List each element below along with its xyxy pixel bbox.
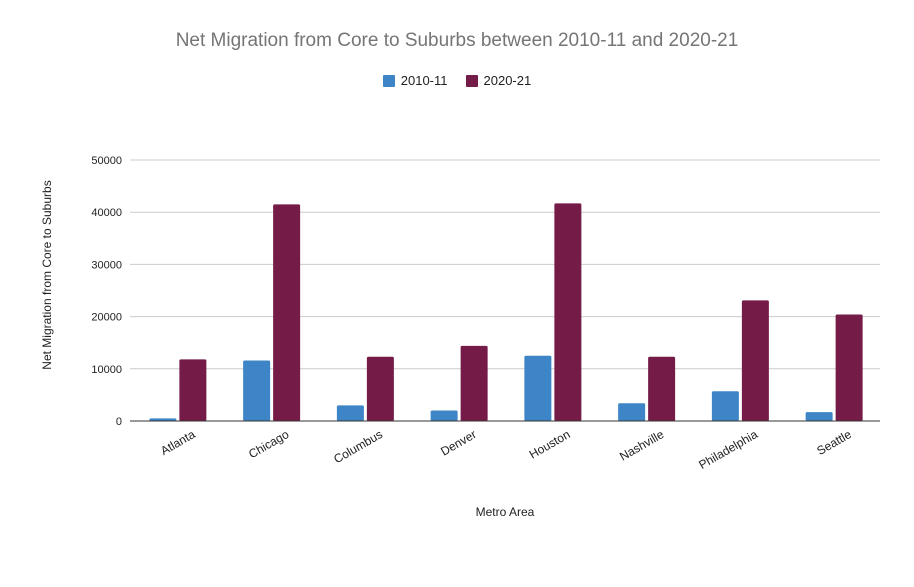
bar-2010-11-atlanta <box>149 418 177 421</box>
chart-title: Net Migration from Core to Suburbs betwe… <box>175 30 739 51</box>
bar-2010-11-chicago <box>243 360 271 421</box>
bar-2020-21-nashville <box>648 356 676 421</box>
y-tick-label: 10000 <box>91 364 122 376</box>
legend-swatch <box>382 74 395 87</box>
bar-2010-11-columbus <box>336 405 364 421</box>
x-tick-label: Columbus <box>331 427 385 466</box>
x-tick-label: Atlanta <box>158 427 198 458</box>
bar-2020-21-houston <box>554 203 582 421</box>
x-tick-label: Chicago <box>246 427 291 461</box>
bar-2020-21-philadelphia <box>741 300 769 421</box>
legend: 2010-11 2020-21 <box>0 73 914 88</box>
bar-2010-11-philadelphia <box>711 391 739 421</box>
bar-2010-11-houston <box>524 355 552 421</box>
y-tick-label: 20000 <box>91 312 122 324</box>
bar-2020-21-atlanta <box>179 359 207 421</box>
x-axis-label: Metro Area <box>475 505 535 519</box>
legend-item-2010-11: 2010-11 <box>382 73 448 88</box>
legend-item-2020-21: 2020-21 <box>465 73 532 88</box>
bar-2020-21-denver <box>460 345 488 421</box>
y-tick-label: 0 <box>116 416 122 428</box>
bar-2010-11-nashville <box>618 403 646 421</box>
bar-2010-11-denver <box>430 410 458 421</box>
bar-2020-21-seattle <box>835 314 863 421</box>
y-tick-label: 40000 <box>91 207 122 219</box>
x-tick-label: Philadelphia <box>696 427 760 472</box>
legend-label: 2020-21 <box>483 73 532 88</box>
bar-2020-21-chicago <box>273 204 301 421</box>
x-tick-label: Nashville <box>617 427 666 464</box>
legend-label: 2010-11 <box>400 73 448 88</box>
bar-2010-11-seattle <box>805 412 833 421</box>
y-tick-label: 30000 <box>91 259 122 271</box>
x-tick-label: Denver <box>438 427 479 458</box>
y-axis-label: Net Migration from Core to Suburbs <box>40 180 54 370</box>
legend-swatch <box>465 74 478 87</box>
y-tick-label: 50000 <box>91 155 122 167</box>
x-tick-label: Seattle <box>814 427 854 458</box>
x-tick-label: Houston <box>527 427 573 461</box>
bar-2020-21-columbus <box>366 356 394 421</box>
